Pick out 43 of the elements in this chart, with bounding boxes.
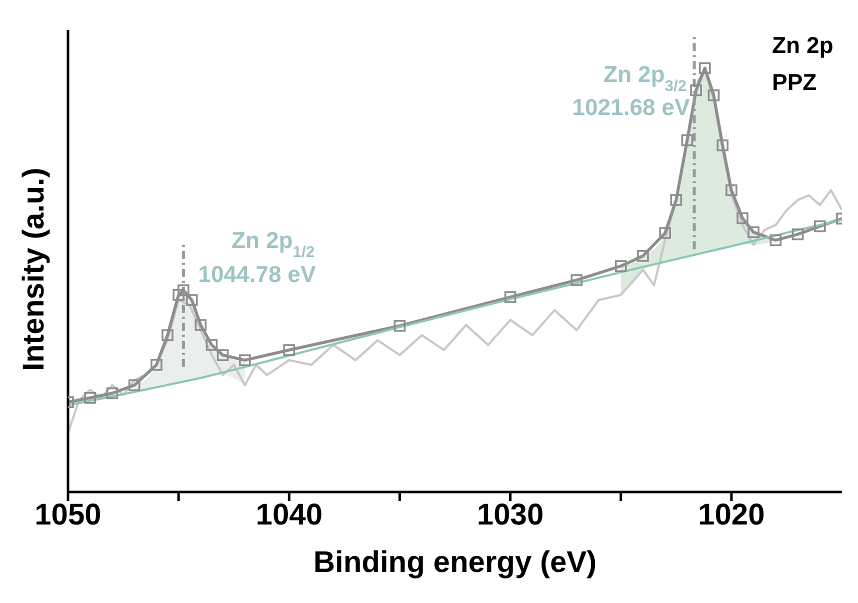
point	[770, 234, 782, 246]
point	[186, 294, 198, 306]
point	[162, 329, 174, 342]
text: Zn 2p	[772, 32, 834, 58]
point	[239, 354, 251, 366]
point	[394, 320, 406, 332]
x-tick-label: 1040	[256, 498, 323, 532]
point	[570, 274, 583, 286]
x-tick-label: 1030	[476, 498, 544, 532]
point	[748, 226, 760, 238]
point	[814, 220, 826, 232]
point	[708, 89, 720, 102]
annotation: Zn 2p$_{3/2}$	[603, 61, 687, 94]
point	[172, 289, 184, 301]
point	[106, 387, 118, 400]
annotation: 1021.68 eV	[572, 94, 690, 120]
point	[726, 184, 738, 196]
annotation: Zn 2p$_{1/2}$	[231, 227, 315, 260]
annotation: PPZ	[772, 69, 817, 95]
x-tick-label: 1020	[698, 498, 765, 532]
x-axis-title: Binding energy (eV)	[313, 546, 597, 579]
point	[614, 260, 627, 272]
point	[736, 212, 748, 224]
point	[178, 284, 190, 296]
point	[194, 319, 207, 331]
point	[690, 84, 702, 96]
point	[216, 349, 229, 361]
point	[659, 227, 671, 239]
point	[504, 291, 516, 303]
point	[637, 250, 649, 262]
point	[84, 392, 96, 404]
point	[150, 358, 162, 371]
point	[716, 139, 728, 152]
y-axis-title: Intensity (a.u.)	[18, 168, 51, 371]
point	[128, 379, 140, 392]
point	[206, 339, 218, 351]
point	[698, 62, 711, 74]
annotation: 1044.78 eV	[198, 261, 316, 287]
point	[681, 134, 694, 146]
point	[283, 344, 296, 356]
point	[670, 194, 682, 206]
x-tick-label: 1050	[34, 498, 102, 532]
point	[792, 228, 804, 240]
